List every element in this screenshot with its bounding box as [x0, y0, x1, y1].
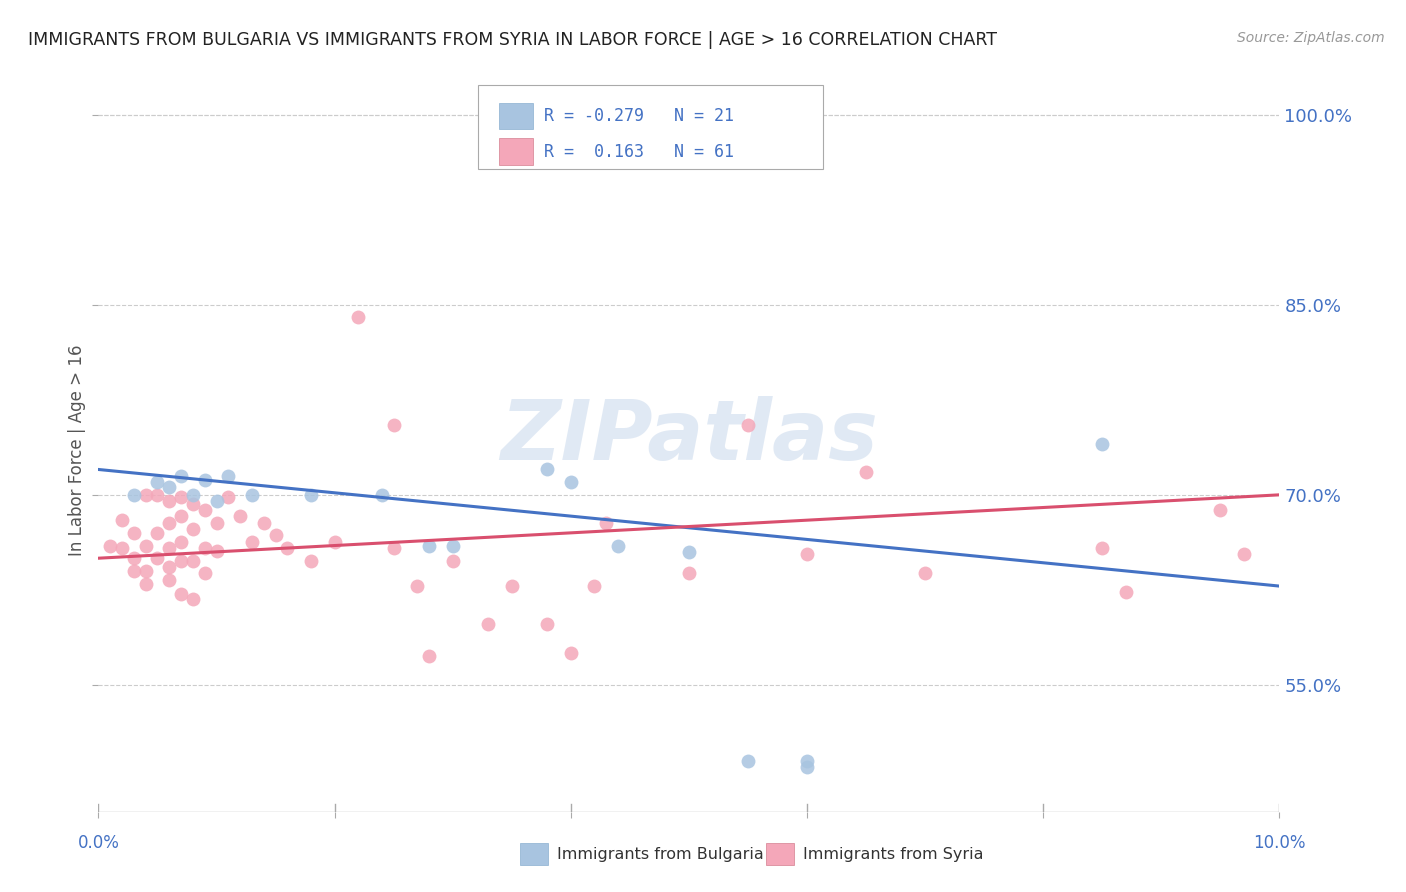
- Point: [170, 491, 193, 505]
- Point: [678, 566, 700, 581]
- Point: [146, 488, 169, 502]
- Point: [122, 488, 145, 502]
- Point: [441, 554, 464, 568]
- Point: [240, 534, 263, 549]
- Point: [536, 462, 558, 476]
- Text: Source: ZipAtlas.com: Source: ZipAtlas.com: [1237, 31, 1385, 45]
- Point: [323, 534, 346, 549]
- Point: [371, 488, 394, 502]
- Point: [796, 760, 818, 774]
- Point: [1209, 503, 1232, 517]
- Point: [157, 516, 180, 530]
- Point: [181, 591, 204, 606]
- Point: [98, 539, 121, 553]
- Point: [122, 551, 145, 566]
- Point: [135, 564, 157, 578]
- Point: [157, 573, 180, 587]
- Point: [418, 539, 440, 553]
- Point: [170, 587, 193, 601]
- Point: [146, 525, 169, 540]
- Point: [583, 579, 606, 593]
- Point: [1233, 548, 1256, 562]
- Point: [205, 516, 228, 530]
- Text: ZIPatlas: ZIPatlas: [501, 395, 877, 476]
- Text: Immigrants from Bulgaria: Immigrants from Bulgaria: [557, 847, 763, 862]
- Point: [217, 491, 239, 505]
- Point: [146, 551, 169, 566]
- Point: [229, 509, 252, 524]
- Point: [181, 497, 204, 511]
- Point: [194, 473, 217, 487]
- Point: [111, 541, 134, 555]
- Point: [157, 494, 180, 508]
- Point: [382, 541, 405, 555]
- Point: [406, 579, 429, 593]
- Point: [1091, 437, 1114, 451]
- Point: [111, 513, 134, 527]
- Text: Immigrants from Syria: Immigrants from Syria: [803, 847, 983, 862]
- Point: [299, 554, 322, 568]
- Point: [181, 488, 204, 502]
- Point: [253, 516, 276, 530]
- Point: [855, 465, 877, 479]
- Point: [276, 541, 298, 555]
- Point: [914, 566, 936, 581]
- Point: [477, 617, 499, 632]
- Point: [347, 310, 370, 325]
- Point: [181, 554, 204, 568]
- Text: 0.0%: 0.0%: [77, 834, 120, 852]
- Point: [560, 646, 582, 660]
- Point: [157, 480, 180, 494]
- Point: [382, 418, 405, 433]
- Point: [135, 539, 157, 553]
- Point: [122, 564, 145, 578]
- Point: [737, 418, 759, 433]
- Point: [264, 528, 287, 542]
- Point: [205, 494, 228, 508]
- Point: [170, 534, 193, 549]
- Point: [796, 548, 818, 562]
- Point: [501, 579, 523, 593]
- Point: [796, 754, 818, 768]
- Point: [595, 516, 617, 530]
- Text: IMMIGRANTS FROM BULGARIA VS IMMIGRANTS FROM SYRIA IN LABOR FORCE | AGE > 16 CORR: IMMIGRANTS FROM BULGARIA VS IMMIGRANTS F…: [28, 31, 997, 49]
- Point: [418, 648, 440, 663]
- Point: [737, 754, 759, 768]
- Point: [194, 566, 217, 581]
- Point: [607, 539, 630, 553]
- Point: [560, 475, 582, 490]
- Point: [240, 488, 263, 502]
- Point: [135, 576, 157, 591]
- Point: [157, 541, 180, 555]
- Text: R =  0.163   N = 61: R = 0.163 N = 61: [544, 143, 734, 161]
- Y-axis label: In Labor Force | Age > 16: In Labor Force | Age > 16: [67, 344, 86, 557]
- Point: [217, 468, 239, 483]
- Point: [205, 543, 228, 558]
- Point: [1091, 541, 1114, 555]
- Point: [170, 509, 193, 524]
- Point: [441, 539, 464, 553]
- Point: [194, 503, 217, 517]
- Point: [299, 488, 322, 502]
- Point: [678, 545, 700, 559]
- Point: [157, 560, 180, 574]
- Point: [536, 617, 558, 632]
- Text: R = -0.279   N = 21: R = -0.279 N = 21: [544, 107, 734, 125]
- Point: [122, 525, 145, 540]
- Point: [194, 541, 217, 555]
- Point: [146, 475, 169, 490]
- Point: [135, 488, 157, 502]
- Text: 10.0%: 10.0%: [1253, 834, 1306, 852]
- Point: [170, 554, 193, 568]
- Point: [1115, 585, 1137, 599]
- Point: [181, 522, 204, 536]
- Point: [170, 468, 193, 483]
